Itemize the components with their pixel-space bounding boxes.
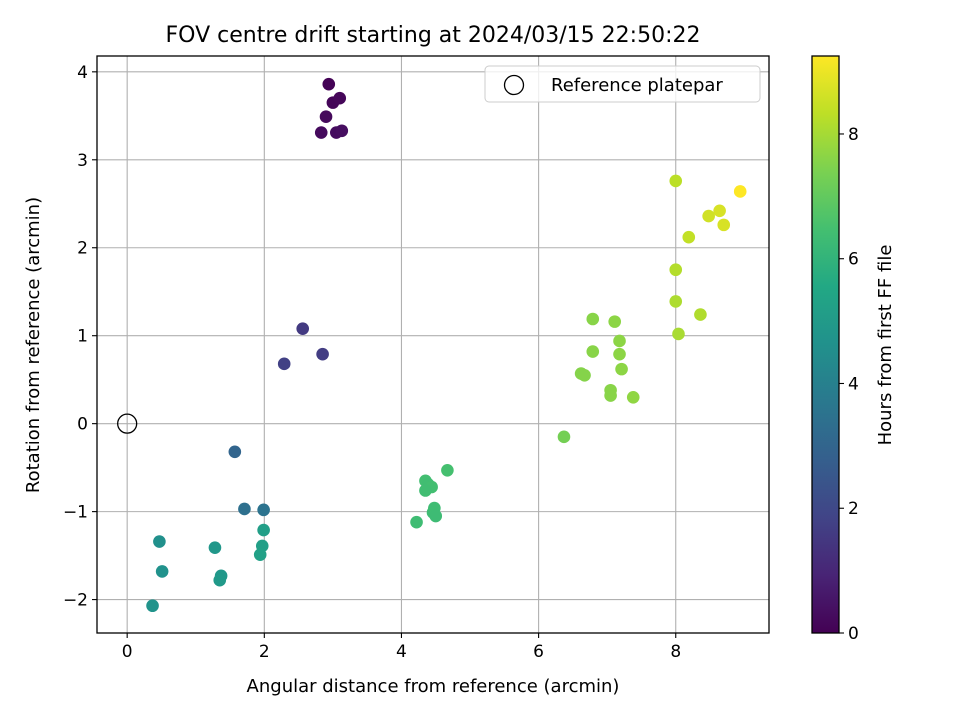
data-point bbox=[429, 509, 443, 523]
data-point bbox=[322, 77, 336, 91]
data-point bbox=[669, 174, 683, 188]
legend-box bbox=[484, 65, 761, 103]
data-point bbox=[238, 502, 251, 516]
y-tick-label: 2 bbox=[77, 239, 88, 259]
x-tick-label: 6 bbox=[533, 642, 544, 662]
data-point bbox=[613, 334, 626, 348]
colorbar-tick-label: 6 bbox=[848, 250, 859, 270]
colorbar-gradient bbox=[812, 56, 839, 633]
y-tick-label: −2 bbox=[63, 591, 88, 611]
data-point bbox=[153, 535, 166, 548]
data-point bbox=[586, 345, 600, 358]
data-point bbox=[702, 209, 715, 223]
reference-platepar-marker bbox=[117, 413, 138, 434]
y-axis-label: Rotation from reference (arcmin) bbox=[23, 197, 44, 493]
data-point bbox=[557, 430, 571, 444]
x-axis-ticks: 0 2 4 6 8 bbox=[122, 633, 681, 662]
data-point bbox=[314, 126, 328, 139]
y-tick-label: 0 bbox=[77, 415, 88, 435]
legend: Reference platepar bbox=[484, 65, 761, 103]
colorbar-tick-label: 4 bbox=[848, 374, 859, 394]
data-point bbox=[615, 362, 628, 376]
data-point bbox=[669, 295, 683, 308]
colorbar-label: Hours from first FF file bbox=[875, 245, 896, 446]
plot-frame bbox=[96, 55, 770, 634]
x-tick-label: 8 bbox=[670, 642, 681, 662]
colorbar-tick-label: 0 bbox=[848, 624, 859, 644]
colorbar-tick-label: 8 bbox=[848, 125, 859, 145]
data-points bbox=[146, 77, 747, 613]
data-point bbox=[669, 263, 683, 277]
data-point bbox=[578, 368, 591, 382]
data-point bbox=[213, 573, 227, 587]
data-point bbox=[604, 389, 617, 402]
data-point bbox=[155, 565, 169, 578]
data-point bbox=[672, 327, 685, 341]
data-point bbox=[253, 548, 267, 562]
reference-marker-group bbox=[117, 413, 138, 434]
y-tick-label: 1 bbox=[77, 327, 88, 347]
legend-label: Reference platepar bbox=[551, 75, 723, 96]
x-tick-label: 4 bbox=[396, 642, 407, 662]
data-point bbox=[733, 185, 747, 198]
colorbar-frame bbox=[811, 55, 840, 634]
data-point bbox=[613, 347, 626, 361]
y-tick-label: 3 bbox=[77, 151, 88, 171]
data-point bbox=[441, 463, 454, 477]
y-tick-label: 4 bbox=[77, 63, 88, 83]
data-point bbox=[257, 503, 270, 517]
colorbar-ticks: 0 2 4 6 8 bbox=[839, 125, 859, 644]
data-point bbox=[335, 124, 349, 138]
data-point bbox=[333, 91, 347, 105]
data-point bbox=[228, 445, 242, 459]
data-point bbox=[296, 322, 310, 335]
data-point bbox=[208, 541, 222, 554]
data-point bbox=[713, 204, 726, 218]
chart-title: FOV centre drift starting at 2024/03/15 … bbox=[166, 23, 701, 48]
y-tick-label: −1 bbox=[63, 503, 88, 523]
y-axis-ticks: −2 −1 0 1 2 3 4 bbox=[63, 63, 97, 611]
grid-lines bbox=[97, 56, 769, 633]
data-point bbox=[277, 357, 291, 371]
data-point bbox=[419, 484, 432, 497]
data-point bbox=[146, 599, 159, 613]
data-point bbox=[257, 523, 270, 537]
data-point bbox=[316, 347, 329, 361]
data-point bbox=[608, 315, 622, 328]
data-point bbox=[586, 312, 600, 326]
x-tick-label: 2 bbox=[259, 642, 270, 662]
colorbar-tick-label: 2 bbox=[848, 499, 859, 519]
data-point bbox=[682, 230, 696, 244]
colorbar: 0 2 4 6 8 Hours from first FF file bbox=[811, 55, 896, 644]
x-tick-label: 0 bbox=[122, 642, 133, 662]
data-point bbox=[694, 308, 707, 321]
data-point bbox=[410, 515, 423, 529]
x-axis-label: Angular distance from reference (arcmin) bbox=[247, 676, 620, 697]
data-point bbox=[319, 110, 333, 123]
legend-reference-marker bbox=[503, 74, 525, 96]
data-point bbox=[717, 218, 731, 232]
data-point bbox=[626, 390, 640, 404]
